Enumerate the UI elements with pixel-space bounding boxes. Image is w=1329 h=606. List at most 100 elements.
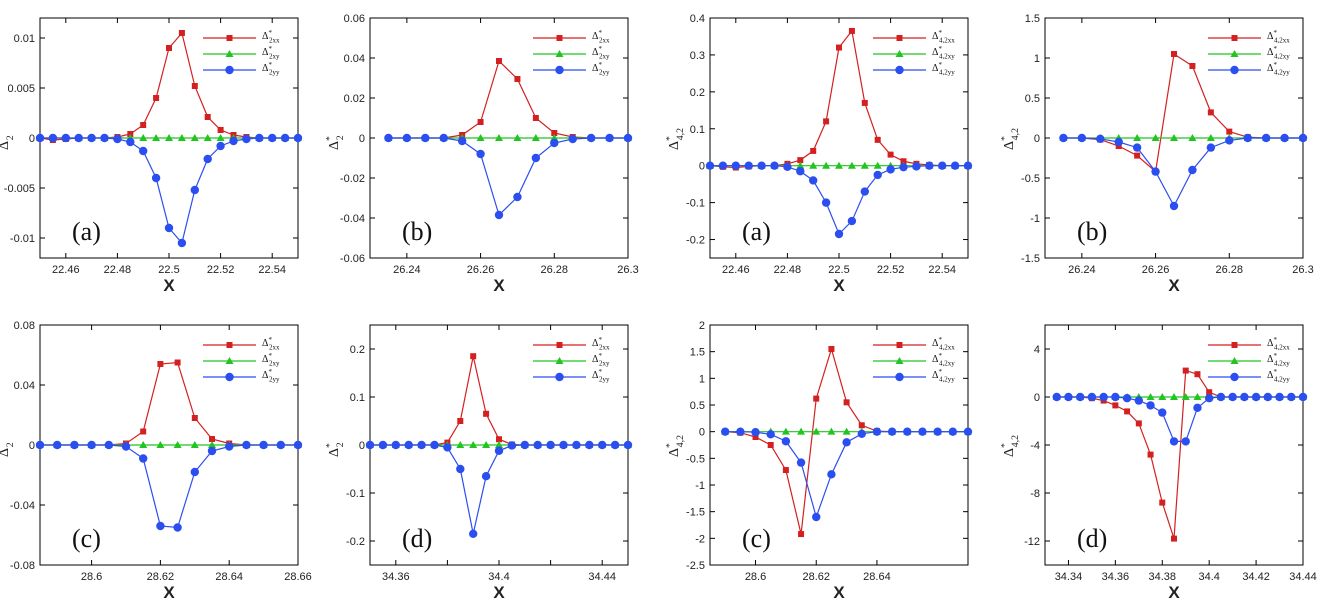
x-tick-label: 28.6 <box>745 571 766 583</box>
data-point <box>476 149 485 159</box>
y-tick-label: -2 <box>695 533 705 545</box>
legend-marker <box>555 50 564 57</box>
legend-marker <box>1230 372 1239 382</box>
y-axis-label-group: Δ*2 <box>0 135 16 150</box>
legend-marker <box>896 342 903 348</box>
data-point <box>293 133 303 143</box>
x-tick-label: 26.24 <box>1068 264 1096 276</box>
data-point <box>404 440 413 450</box>
data-point <box>268 133 277 143</box>
data-point <box>903 427 912 436</box>
data-point <box>126 137 135 147</box>
data-point <box>225 442 234 451</box>
panel-1: 22.46 22.48 22.5 22.52 22.54 -0.01 -0.005 0 0.00… <box>0 17 303 295</box>
data-point <box>443 443 452 452</box>
y-axis-label-group: Δ*2 <box>324 442 346 457</box>
legend-marker <box>556 35 563 41</box>
data-point <box>421 133 430 143</box>
data-point <box>177 238 187 248</box>
y-tick-label: -0.1 <box>686 198 705 210</box>
data-point <box>752 434 759 440</box>
x-tick-label: 34.36 <box>382 571 410 583</box>
y-tick-label: -0.04 <box>10 500 35 512</box>
data-point <box>781 437 791 446</box>
x-tick-label: 22.48 <box>774 264 802 276</box>
y-tick-label: -0.04 <box>340 213 365 225</box>
panel-label: (b) <box>1077 217 1107 246</box>
series-line-1 <box>709 29 968 169</box>
data-point <box>532 115 539 121</box>
x-tick-label: 22.52 <box>877 264 905 276</box>
data-point <box>757 161 766 170</box>
data-point <box>391 440 400 450</box>
y-axis-label: Δ*2 <box>324 442 346 457</box>
data-point <box>847 216 857 226</box>
data-point <box>1114 137 1123 147</box>
x-tick-label: 26.26 <box>1142 264 1170 276</box>
data-point <box>873 170 882 180</box>
data-point <box>1181 437 1190 446</box>
data-point <box>887 151 894 158</box>
data-point <box>948 427 958 436</box>
data-point <box>1124 408 1131 415</box>
x-tick-label: 34.44 <box>1289 571 1317 583</box>
data-point <box>1287 392 1296 402</box>
x-tick-label: 22.54 <box>258 264 286 276</box>
legend-label: Δ* 4,2xy <box>932 45 955 61</box>
x-axis-label: X <box>493 276 505 295</box>
legend-marker <box>1231 342 1238 348</box>
legend-label: Δ* 4,2xx <box>932 29 955 45</box>
y-tick-label: 1 <box>699 373 705 385</box>
data-point <box>827 470 836 479</box>
panel-label: (d) <box>1077 524 1107 553</box>
data-point <box>190 185 199 195</box>
data-point <box>113 134 122 144</box>
data-point <box>860 187 869 196</box>
y-tick-label: 0.04 <box>344 53 365 65</box>
data-point <box>1151 167 1160 176</box>
y-tick-label: 0 <box>1034 133 1040 145</box>
data-point <box>191 83 198 89</box>
data-point <box>496 58 502 64</box>
y-axis-label-group: Δ*4,2 <box>999 128 1021 150</box>
data-point <box>610 440 620 450</box>
series-line-3 <box>40 444 298 529</box>
data-point <box>887 427 897 436</box>
legend-marker <box>225 357 234 364</box>
x-tick-label: 34.42 <box>1242 571 1270 583</box>
x-tick-label: 34.44 <box>588 571 616 583</box>
data-point <box>925 161 934 170</box>
x-tick-label: 26.24 <box>393 264 421 276</box>
data-point <box>482 441 491 448</box>
panel-4: 26.24 26.26 26.28 26.3 -1.5 -1 -0.5 0 0.5 1 1.5 X Δ*… <box>999 13 1313 295</box>
data-point <box>550 134 559 141</box>
data-point <box>1188 165 1197 175</box>
data-point <box>1216 392 1226 402</box>
panel-label: (d) <box>402 524 432 553</box>
data-point <box>456 441 465 448</box>
legend-label: Δ* 2yy <box>262 61 280 77</box>
y-tick-label: 0.4 <box>690 13 705 25</box>
data-point <box>242 440 251 450</box>
data-point <box>513 192 522 202</box>
x-tick-label: 26.26 <box>467 264 495 276</box>
data-point <box>551 130 558 136</box>
data-point <box>770 161 779 170</box>
x-tick-label: 34.4 <box>488 571 509 583</box>
x-tick-label: 28.66 <box>284 571 312 583</box>
data-point <box>139 454 148 463</box>
data-point <box>190 441 199 448</box>
data-point <box>1151 134 1160 141</box>
data-point <box>139 441 148 448</box>
data-point <box>35 133 45 143</box>
legend-label: Δ* 2xy <box>592 352 610 368</box>
data-point <box>203 134 212 141</box>
legend-marker <box>226 342 233 348</box>
legend-label: Δ* 4,2xx <box>1267 29 1290 45</box>
y-tick-label: 0 <box>29 133 35 145</box>
y-tick-label: 0.5 <box>1025 93 1040 105</box>
data-point <box>1135 420 1142 427</box>
y-tick-label: 0.3 <box>690 50 705 62</box>
data-point <box>483 410 490 417</box>
y-tick-label: -1.5 <box>1021 253 1040 265</box>
